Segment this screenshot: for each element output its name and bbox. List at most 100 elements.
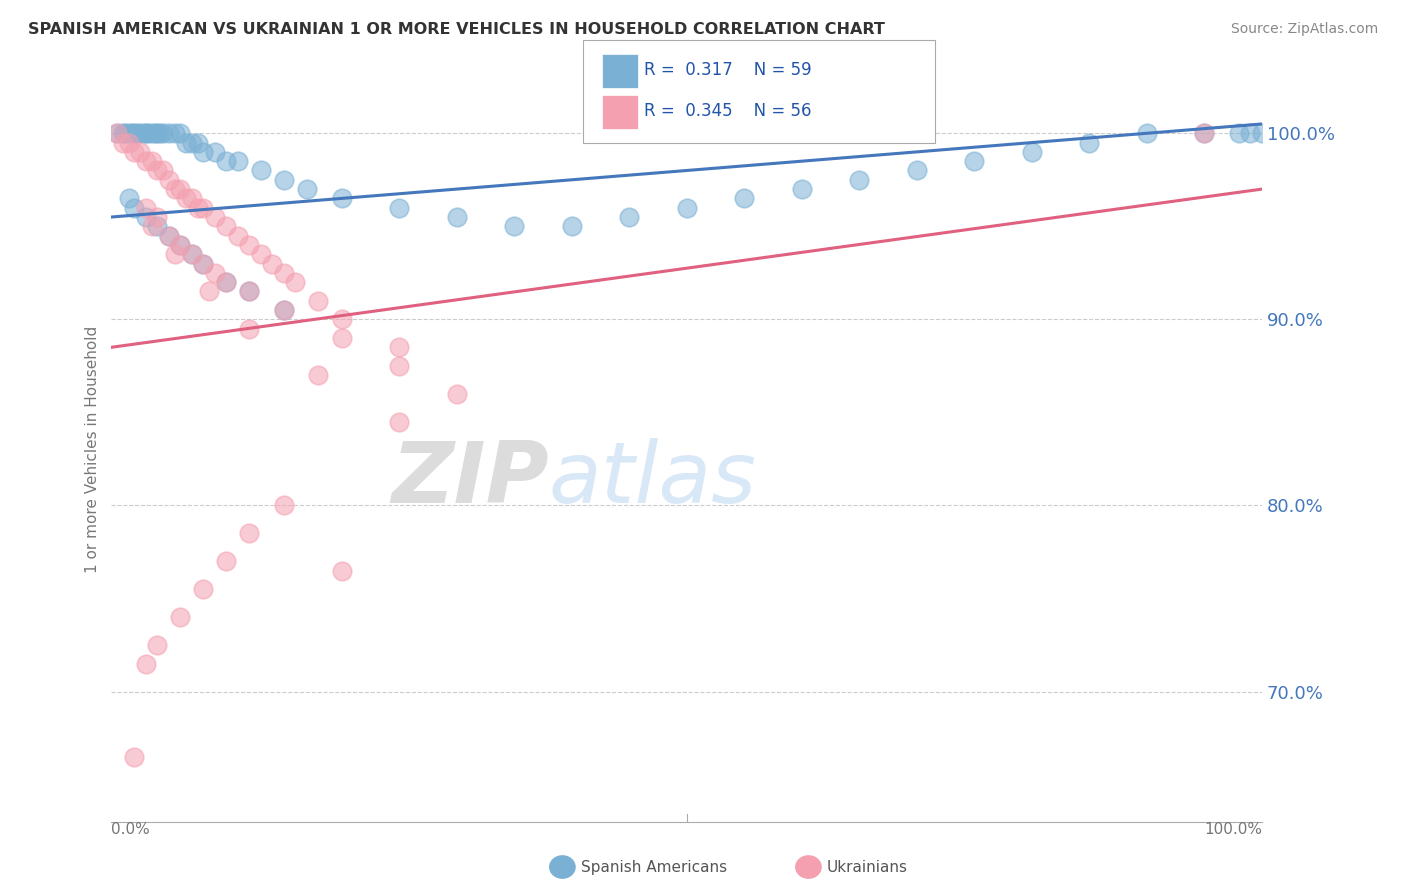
Point xyxy=(238,321,260,335)
Point xyxy=(125,126,148,140)
Point xyxy=(146,638,169,652)
Point xyxy=(215,275,238,289)
Point xyxy=(273,173,295,187)
Point xyxy=(262,256,284,270)
Point xyxy=(1194,126,1216,140)
Point xyxy=(388,201,411,215)
Point xyxy=(149,126,172,140)
Point xyxy=(193,582,215,597)
Point xyxy=(121,126,143,140)
Point xyxy=(733,191,755,205)
Point xyxy=(157,228,180,243)
Text: Ukrainians: Ukrainians xyxy=(827,860,908,874)
Point xyxy=(169,238,191,252)
Point xyxy=(238,238,260,252)
Point xyxy=(129,145,152,159)
Point xyxy=(105,126,128,140)
Point xyxy=(273,266,295,280)
Text: atlas: atlas xyxy=(548,438,756,521)
Point xyxy=(124,749,146,764)
Point xyxy=(1239,126,1261,140)
Point xyxy=(146,163,169,178)
Point xyxy=(273,303,295,318)
Text: SPANISH AMERICAN VS UKRAINIAN 1 OR MORE VEHICLES IN HOUSEHOLD CORRELATION CHART: SPANISH AMERICAN VS UKRAINIAN 1 OR MORE … xyxy=(28,22,884,37)
Point xyxy=(169,182,191,196)
Point xyxy=(790,182,813,196)
Point xyxy=(284,275,307,289)
Text: 0.0%: 0.0% xyxy=(111,822,150,837)
Point xyxy=(215,219,238,234)
Point xyxy=(330,564,353,578)
Point xyxy=(273,499,295,513)
Point xyxy=(157,126,180,140)
Point xyxy=(152,163,174,178)
Point xyxy=(617,210,640,224)
Point xyxy=(503,219,526,234)
Point xyxy=(226,228,249,243)
Point xyxy=(163,182,186,196)
Point xyxy=(215,554,238,568)
Point xyxy=(163,247,186,261)
Point xyxy=(111,136,134,150)
Point xyxy=(152,126,174,140)
Point xyxy=(135,210,157,224)
Point xyxy=(157,173,180,187)
Point xyxy=(169,610,191,624)
Point xyxy=(193,201,215,215)
Point xyxy=(135,126,157,140)
Point xyxy=(193,145,215,159)
Point xyxy=(141,126,163,140)
Point xyxy=(174,136,197,150)
Point xyxy=(905,163,928,178)
Point xyxy=(118,126,141,140)
Point xyxy=(146,126,169,140)
Point xyxy=(1078,136,1101,150)
Point xyxy=(193,256,215,270)
Point xyxy=(226,154,249,169)
Point xyxy=(136,126,159,140)
Y-axis label: 1 or more Vehicles in Household: 1 or more Vehicles in Household xyxy=(86,326,100,574)
Point xyxy=(169,126,191,140)
Point xyxy=(273,303,295,318)
Point xyxy=(181,247,204,261)
Point xyxy=(963,154,986,169)
Point xyxy=(388,340,411,354)
Point xyxy=(675,201,697,215)
Point xyxy=(388,359,411,373)
Point xyxy=(146,219,169,234)
Point xyxy=(1021,145,1043,159)
Point xyxy=(198,285,221,299)
Point xyxy=(308,368,330,383)
Point xyxy=(215,154,238,169)
Point xyxy=(111,126,134,140)
Point xyxy=(157,228,180,243)
Point xyxy=(330,331,353,345)
Point xyxy=(238,526,260,541)
Point xyxy=(124,145,146,159)
Point xyxy=(114,126,136,140)
Point xyxy=(446,210,468,224)
Point xyxy=(308,293,330,308)
Point xyxy=(250,163,273,178)
Point xyxy=(187,201,209,215)
Point xyxy=(181,136,204,150)
Point xyxy=(1194,126,1216,140)
Point xyxy=(1227,126,1250,140)
Point xyxy=(105,126,128,140)
Point xyxy=(330,312,353,326)
Point xyxy=(215,275,238,289)
Point xyxy=(141,219,163,234)
Point xyxy=(330,191,353,205)
Point xyxy=(1251,126,1274,140)
Point xyxy=(135,201,157,215)
Point xyxy=(295,182,318,196)
Point xyxy=(446,387,468,401)
Point xyxy=(204,266,226,280)
Point xyxy=(129,126,152,140)
Point xyxy=(193,256,215,270)
Point xyxy=(187,136,209,150)
Point xyxy=(163,126,186,140)
Text: 100.0%: 100.0% xyxy=(1204,822,1263,837)
Point xyxy=(238,285,260,299)
Point xyxy=(143,126,166,140)
